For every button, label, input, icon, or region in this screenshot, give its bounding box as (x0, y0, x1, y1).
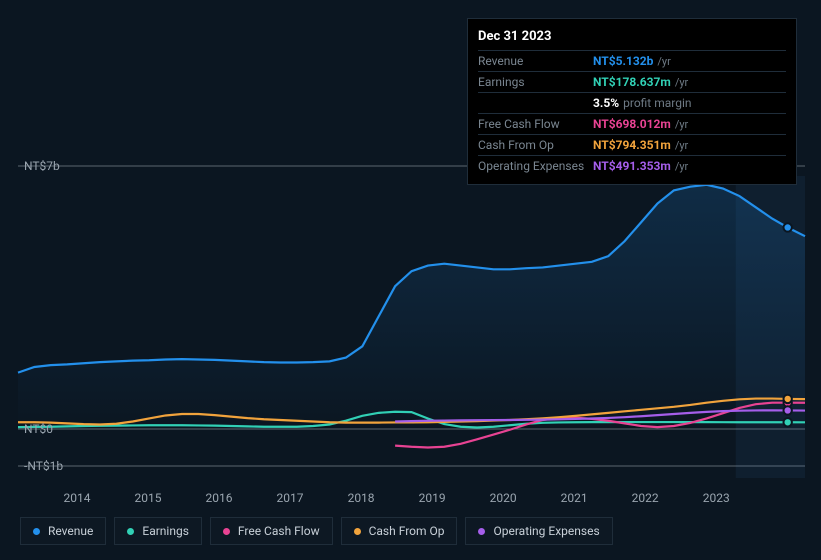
tooltip-row-unit: /yr (675, 160, 688, 173)
tooltip-row: EarningsNT$178.637m/yr (478, 71, 786, 92)
x-tick-label: 2021 (561, 491, 588, 505)
x-tick-label: 2018 (348, 491, 375, 505)
tooltip-row-value: NT$698.012m (593, 117, 671, 131)
x-tick-label: 2017 (277, 491, 304, 505)
tooltip-row-value: NT$5.132b (593, 54, 653, 68)
marker-opex (783, 406, 791, 414)
tooltip-row-label: Cash From Op (478, 138, 593, 152)
legend-item[interactable]: Operating Expenses (465, 517, 612, 545)
tooltip-row-label: Earnings (478, 75, 593, 89)
y-tick-label: NT$7b (24, 159, 60, 173)
x-tick-label: 2019 (419, 491, 446, 505)
tooltip-row-unit: /yr (657, 55, 670, 68)
legend-dot-icon (478, 528, 485, 535)
legend-item-label: Free Cash Flow (238, 524, 320, 538)
tooltip-row-value: NT$491.353m (593, 159, 671, 173)
legend-dot-icon (223, 528, 230, 535)
revenue-area (18, 185, 805, 429)
legend-item[interactable]: Cash From Op (341, 517, 458, 545)
tooltip-row: Cash From OpNT$794.351m/yr (478, 134, 786, 155)
marker-earnings (783, 418, 791, 426)
tooltip-row: 3.5% profit margin (478, 92, 786, 113)
x-tick-label: 2016 (206, 491, 233, 505)
x-tick-label: 2020 (490, 491, 517, 505)
tooltip-rows: RevenueNT$5.132b/yrEarningsNT$178.637m/y… (478, 50, 786, 176)
tooltip-row-unit: /yr (675, 76, 688, 89)
tooltip-margin-label: profit margin (623, 96, 691, 110)
legend-dot-icon (354, 528, 361, 535)
tooltip-row: Operating ExpensesNT$491.353m/yr (478, 155, 786, 176)
tooltip-row-value: NT$794.351m (593, 138, 671, 152)
tooltip-row-label: Revenue (478, 54, 593, 68)
chart-legend: Revenue Earnings Free Cash Flow Cash From O… (20, 517, 613, 545)
x-tick-label: 2023 (703, 491, 730, 505)
legend-item[interactable]: Revenue (20, 517, 106, 545)
tooltip-date: Dec 31 2023 (478, 25, 786, 50)
legend-dot-icon (33, 528, 40, 535)
legend-item[interactable]: Free Cash Flow (210, 517, 333, 545)
x-tick-label: 2022 (632, 491, 659, 505)
x-tick-label: 2014 (63, 491, 90, 505)
tooltip-row-label: Operating Expenses (478, 159, 593, 173)
legend-item[interactable]: Earnings (114, 517, 202, 545)
tooltip-row: Free Cash FlowNT$698.012m/yr (478, 113, 786, 134)
y-tick-label: -NT$1b (24, 459, 63, 473)
legend-item-label: Earnings (142, 524, 189, 538)
tooltip-row: RevenueNT$5.132b/yr (478, 50, 786, 71)
tooltip-row-value: NT$178.637m (593, 75, 671, 89)
legend-item-label: Operating Expenses (493, 524, 599, 538)
legend-dot-icon (127, 528, 134, 535)
tooltip-margin-pct: 3.5% (593, 96, 619, 110)
legend-item-label: Revenue (48, 524, 93, 538)
marker-revenue (783, 223, 791, 231)
x-tick-label: 2015 (134, 491, 161, 505)
tooltip-row-label: Free Cash Flow (478, 117, 593, 131)
y-tick-label: NT$0 (24, 422, 53, 436)
tooltip-row-unit: /yr (675, 118, 688, 131)
tooltip-row-unit: /yr (675, 139, 688, 152)
legend-item-label: Cash From Op (369, 524, 445, 538)
marker-cfo (783, 395, 791, 403)
chart-tooltip: Dec 31 2023 RevenueNT$5.132b/yrEarningsN… (467, 18, 797, 185)
